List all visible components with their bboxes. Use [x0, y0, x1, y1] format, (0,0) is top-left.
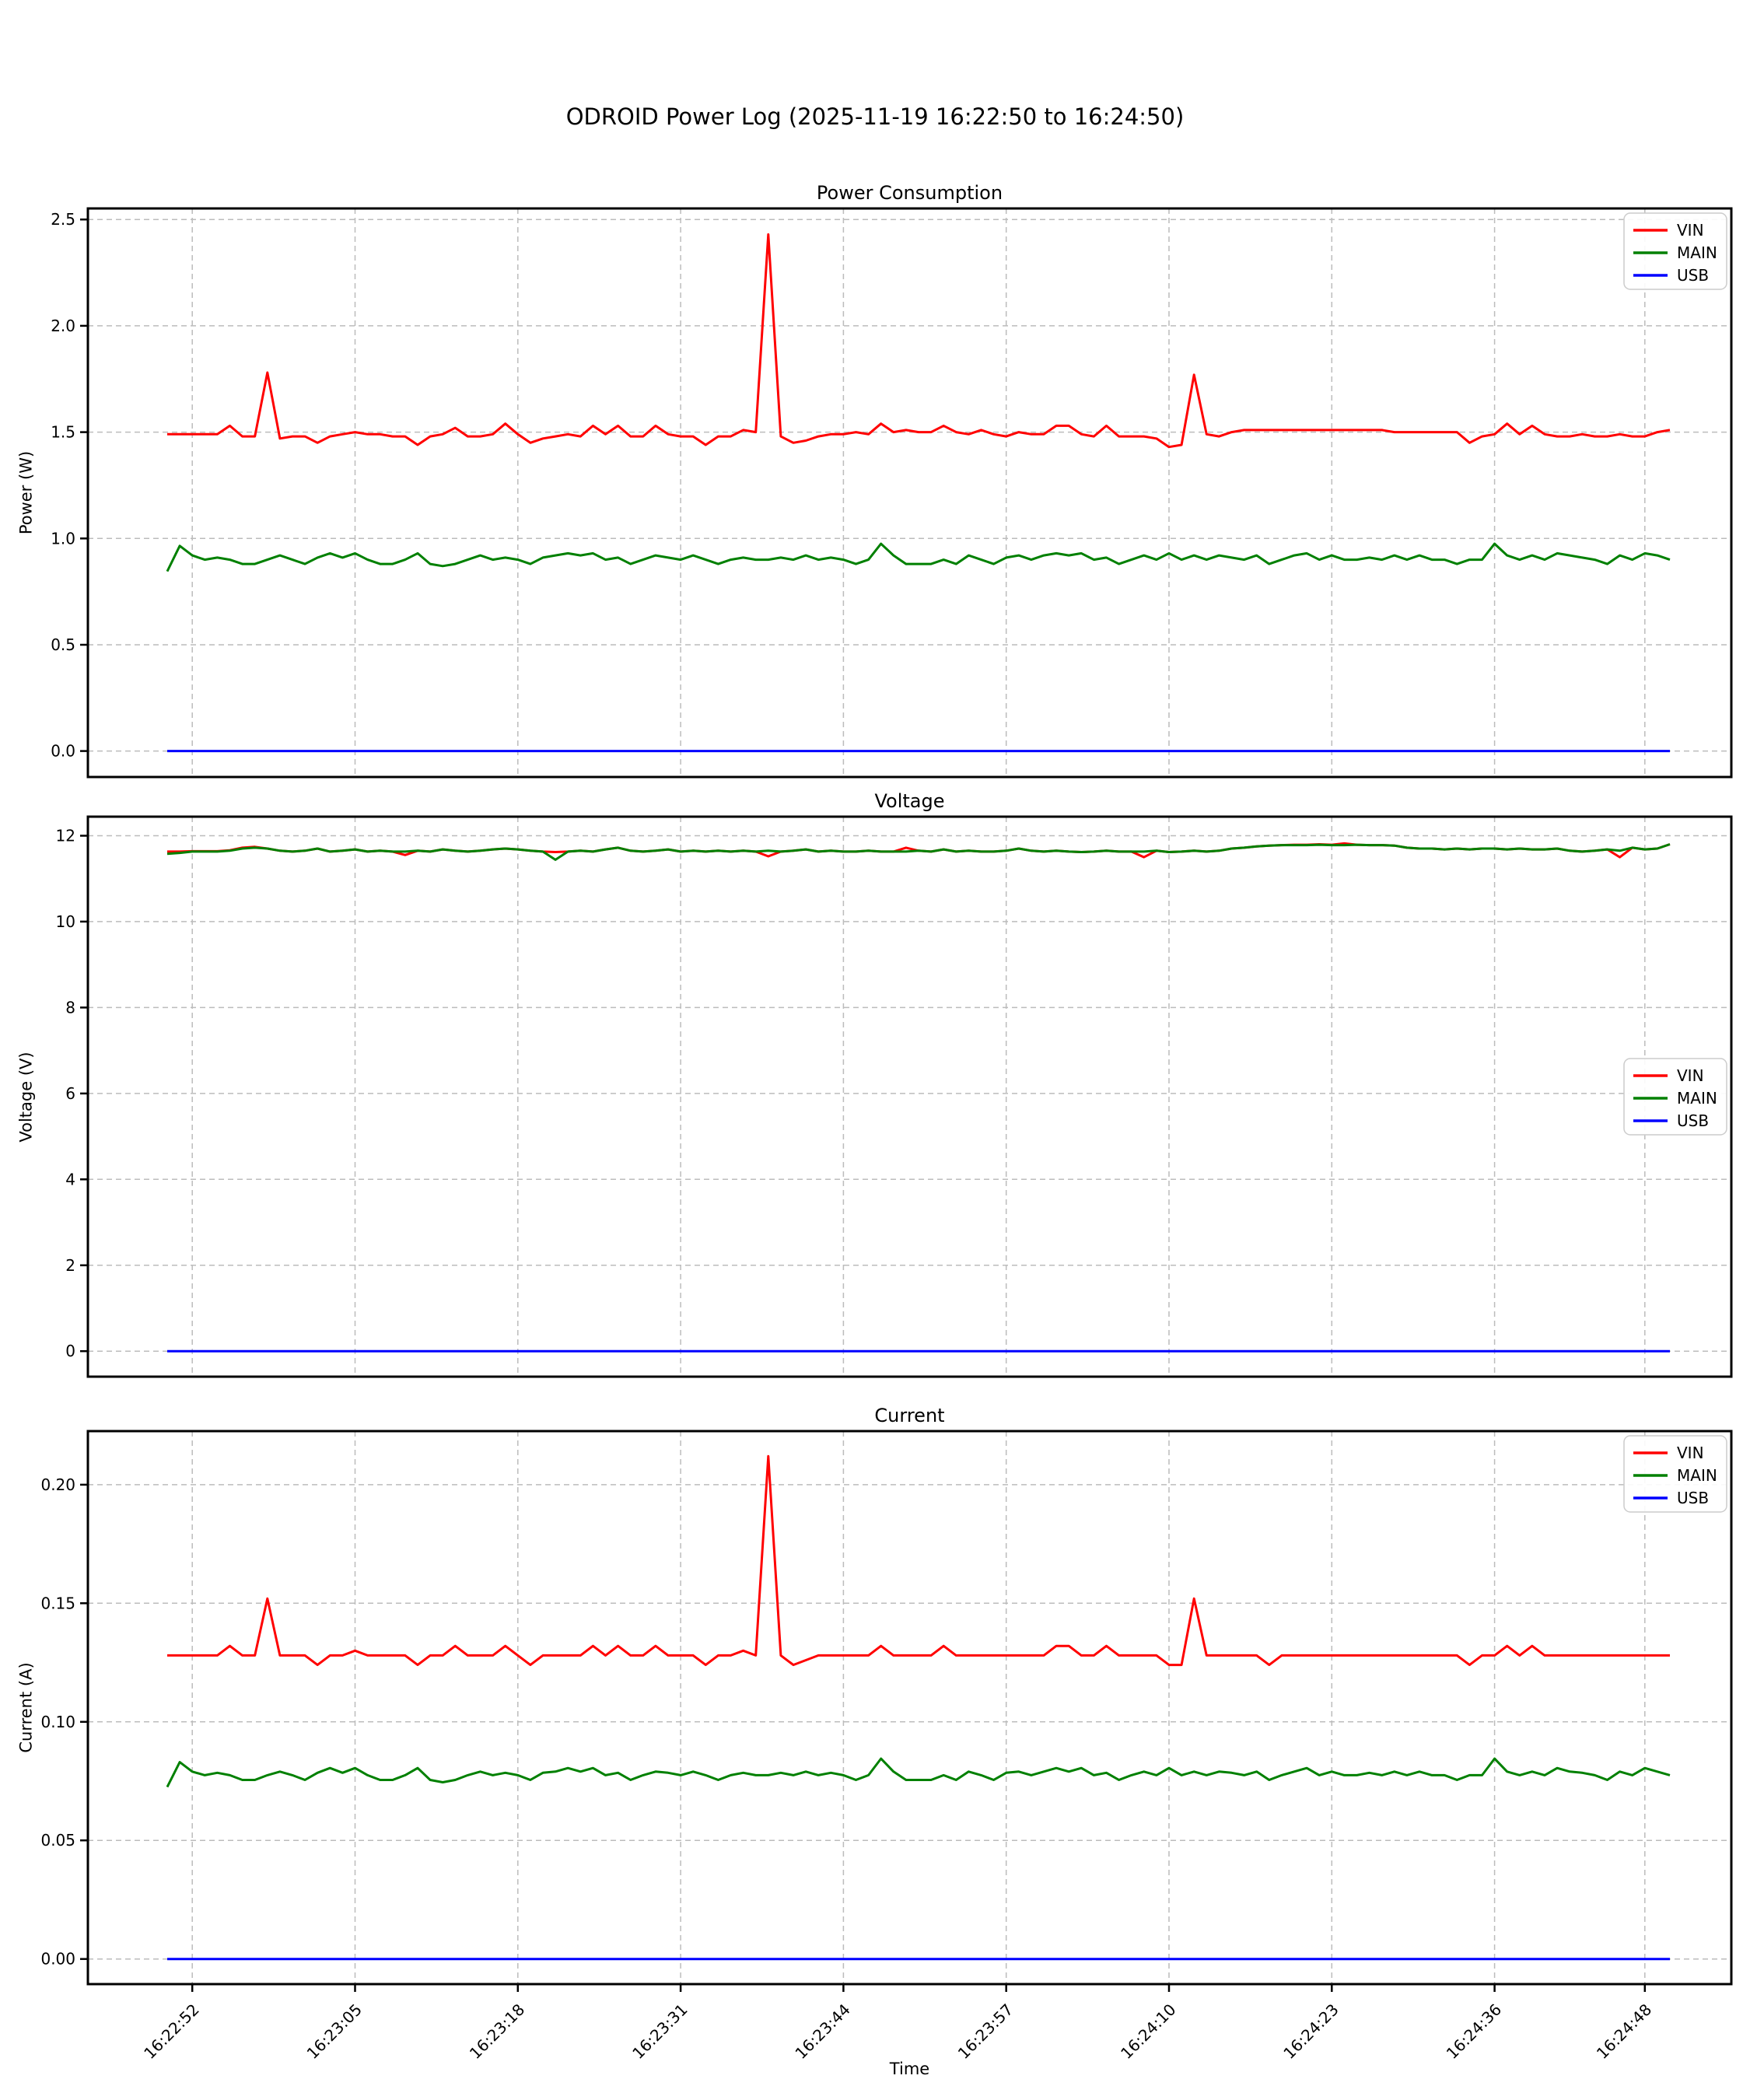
legend-box-power	[1623, 212, 1727, 290]
y-tick-label: 10	[56, 912, 75, 931]
y-tick-label: 2.0	[51, 317, 75, 335]
y-tick-label: 1.0	[51, 529, 75, 548]
legend-label-usb: USB	[1677, 266, 1709, 285]
x-tick-label: 16:22:52	[140, 2000, 202, 2063]
y-tick-label: 0.15	[40, 1594, 75, 1612]
y-tick-label: 0	[65, 1342, 75, 1360]
plot-frame-voltage	[86, 815, 1733, 1378]
y-tick-label: 12	[56, 827, 75, 845]
subplot-title-voltage: Voltage	[874, 790, 945, 812]
series-line-vin-power	[167, 233, 1671, 449]
subplot-title-current: Current	[874, 1405, 945, 1426]
legend-label-usb: USB	[1677, 1489, 1709, 1507]
x-tick-label: 16:24:10	[1117, 2000, 1179, 2063]
y-tick-label: 4	[65, 1170, 75, 1188]
series-line-vin-current	[167, 1454, 1670, 1667]
legend-label-main: MAIN	[1677, 1089, 1717, 1108]
legend-label-vin: VIN	[1677, 221, 1704, 240]
x-tick-label: 16:23:31	[628, 2000, 691, 2063]
subplot-title-power: Power Consumption	[816, 182, 1003, 204]
y-tick-label: 0.00	[40, 1950, 75, 1969]
legend-label-vin: VIN	[1677, 1066, 1704, 1085]
x-tick-label: 16:24:48	[1593, 2000, 1655, 2063]
plot-frame-current	[86, 1430, 1733, 1986]
x-tick-label: 16:23:18	[466, 2000, 528, 2063]
y-tick-label: 2.5	[51, 210, 75, 229]
series-line-main-current	[166, 1757, 1671, 1788]
legend-box-voltage	[1623, 1058, 1727, 1136]
legend-box-current	[1623, 1435, 1727, 1513]
legend-label-usb: USB	[1677, 1111, 1709, 1130]
y-tick-label: 0.05	[40, 1831, 75, 1850]
y-tick-label: 0.5	[51, 635, 75, 654]
x-tick-label: 16:23:05	[303, 2000, 366, 2063]
x-tick-label: 16:23:57	[954, 2000, 1017, 2063]
y-tick-label: 0.0	[51, 742, 75, 761]
x-axis-label: Time	[889, 2060, 930, 2078]
figure-title: ODROID Power Log (2025-11-19 16:22:50 to…	[565, 103, 1185, 130]
legend-label-vin: VIN	[1677, 1444, 1704, 1462]
y-tick-label: 8	[65, 998, 75, 1017]
legend-label-main: MAIN	[1677, 1466, 1717, 1485]
legend-label-main: MAIN	[1677, 243, 1717, 262]
x-tick-label: 16:24:23	[1279, 2000, 1342, 2063]
y-tick-label: 0.10	[40, 1713, 75, 1731]
y-tick-label: 2	[65, 1256, 75, 1275]
y-tick-label: 0.20	[40, 1475, 75, 1494]
series-line-main-voltage	[166, 843, 1671, 861]
y-tick-label: 1.5	[51, 423, 75, 442]
x-tick-label: 16:24:36	[1443, 2000, 1505, 2063]
series-line-main-power	[166, 542, 1671, 572]
plot-frame-power	[86, 207, 1733, 779]
y-tick-label: 6	[65, 1084, 75, 1103]
x-tick-label: 16:23:44	[791, 2000, 853, 2063]
